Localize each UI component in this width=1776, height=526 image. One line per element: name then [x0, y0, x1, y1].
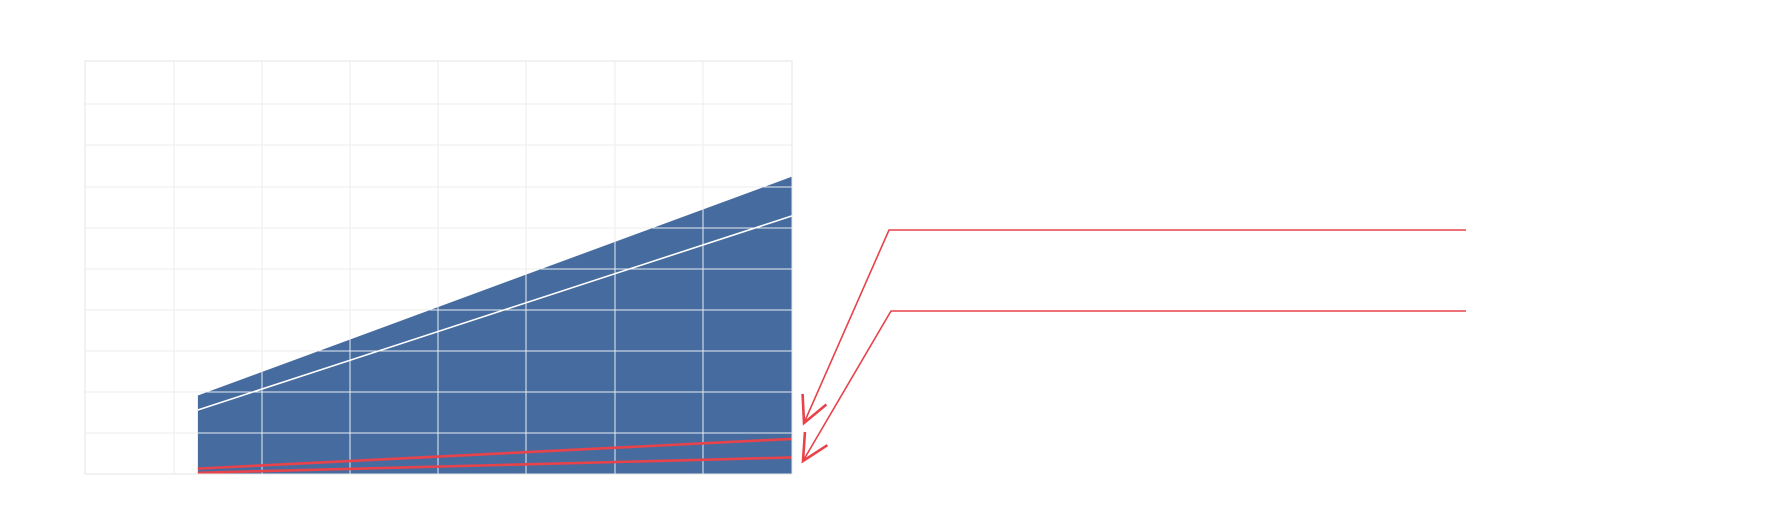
plot-frame	[84, 60, 793, 475]
annotation-leader-upper-arrowhead	[801, 393, 828, 426]
area-fill	[197, 176, 793, 474]
red-lower-series-line	[197, 456, 793, 475]
annotations	[801, 229, 1466, 464]
inner-series-line	[197, 215, 793, 411]
annotation-leader-upper	[803, 229, 1466, 424]
annotation-leader-lower	[802, 310, 1466, 462]
annotation-leader-lower-arrowhead	[801, 431, 829, 464]
red-upper-series-line	[197, 437, 793, 470]
